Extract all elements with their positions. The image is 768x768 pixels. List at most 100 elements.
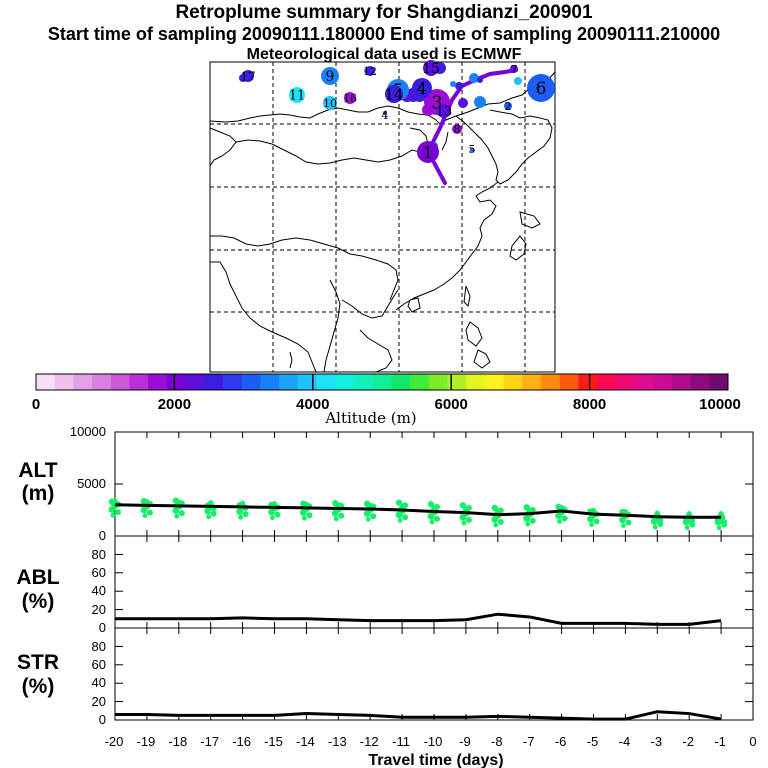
colorbar-cell [559, 374, 579, 390]
alt-cluster-point [115, 509, 121, 516]
alt-cluster-point [714, 518, 722, 526]
colorbar-cell [690, 374, 710, 390]
cluster-marker-dot [514, 77, 522, 85]
str-panel-frame [114, 627, 754, 721]
alt-cluster-point [236, 508, 244, 515]
abl-ytick-label: 0 [99, 620, 106, 635]
cluster-marker-12 [365, 66, 375, 76]
colorbar-tick-label: 10000 [699, 396, 741, 413]
str-label: STR [17, 651, 59, 674]
alt-cluster-point [238, 514, 244, 520]
abl-unit: (%) [22, 590, 55, 613]
colorbar-cell [597, 374, 617, 390]
x-tick-label: -10 [424, 734, 443, 749]
alt-cluster-point [268, 508, 275, 516]
alt-cluster-point [370, 513, 377, 520]
x-tick-label: 0 [749, 734, 756, 749]
alt-cluster-point [682, 518, 690, 526]
cluster-marker-dot [477, 77, 483, 83]
alt-cluster-point [402, 514, 409, 521]
x-tick-label: -5 [587, 734, 599, 749]
colorbar-cell [110, 374, 131, 390]
x-tick-label: -7 [523, 734, 535, 749]
alt-cluster-point [495, 508, 501, 514]
colorbar-cell [129, 374, 149, 390]
alt-cluster-point [587, 515, 594, 523]
cluster-marker-6 [527, 74, 555, 102]
cluster-marker-dot [470, 148, 474, 152]
cluster-label-5-extra: 5 [469, 143, 476, 156]
alt-cluster-point [497, 518, 504, 525]
colorbar-cell [185, 374, 205, 390]
colorbar-cell [391, 374, 411, 390]
str-ytick-label: 80 [92, 639, 106, 654]
alt-cluster-point [463, 506, 469, 512]
x-tick-label: -18 [168, 734, 187, 749]
cluster-label-9: 9 [326, 69, 335, 85]
x-tick-label: -12 [360, 734, 379, 749]
abl-line [115, 612, 722, 626]
alt-cluster-point [716, 525, 722, 531]
x-tick-labels: -20 -19 -18 -17 -16 -15 -14 -13 -12 -11 -10 -9 -8 -7-… [105, 734, 757, 749]
alt-cluster-point [622, 508, 629, 515]
x-tick-label: -14 [296, 734, 315, 749]
alt-cluster-point [491, 515, 499, 523]
alt-cluster-point [172, 507, 180, 514]
alt-cluster-point [338, 512, 345, 519]
panel-ticks [114, 431, 754, 721]
alt-cluster-point [689, 521, 696, 528]
colorbar-cell [410, 374, 430, 390]
cluster-label-10: 10 [323, 97, 337, 110]
alt-cluster-point [561, 515, 568, 522]
x-tick-label: -11 [392, 734, 410, 749]
alt-cluster-point [270, 515, 275, 521]
colorbar-cell [671, 374, 692, 390]
alt-cluster-point [399, 503, 405, 509]
alt-cluster-point [333, 516, 339, 522]
alt-cluster-point [178, 510, 185, 517]
colorbar-tick-label: 4000 [296, 396, 329, 413]
cluster-marker-8 [452, 124, 462, 134]
alt-cluster-point [427, 512, 435, 520]
colorbar-cell [615, 374, 635, 390]
cluster-marker-13 [437, 104, 451, 118]
alt-ytick-label: 5000 [77, 476, 106, 491]
alt-cluster-point [559, 504, 565, 510]
alt-cluster-point [242, 511, 249, 518]
colorbar-cell [335, 374, 355, 390]
alt-mean-line [114, 503, 722, 519]
alt-cluster-point [331, 509, 339, 517]
chart-title: Retroplume summary for Shangdianzi_20090… [175, 2, 593, 23]
cluster-label-1: 1 [423, 143, 433, 162]
cluster-label-13: 13 [436, 105, 453, 120]
abl-ytick-label: 80 [92, 547, 106, 562]
cluster-label-3: 3 [431, 92, 442, 113]
cluster-label-4-extra: 4 [382, 109, 389, 122]
cluster-marker-16 [344, 92, 356, 104]
str-ytick-label: 40 [92, 675, 106, 690]
time-series-panels: ALT (m) 10000 5000 0 ABL (%) 80 60 40 20… [16, 424, 756, 768]
alt-ytick-label: 0 [99, 528, 106, 543]
cluster-label-17: 17 [240, 69, 255, 83]
cluster-marker-10 [323, 96, 337, 110]
colorbar-tick-label: 2000 [158, 396, 191, 413]
x-tick-label: -2 [682, 734, 694, 749]
colorbar-cell [428, 374, 448, 390]
colorbar-frame [35, 373, 729, 391]
alt-cluster-point [684, 525, 690, 531]
x-tick-label: -20 [105, 734, 124, 749]
colorbar-cell [447, 374, 467, 390]
colorbar-tick-label: 6000 [435, 396, 468, 413]
colorbar-cell [92, 374, 112, 390]
cluster-markers: 123456789101112131415161754 [239, 60, 555, 163]
cluster-marker-7 [510, 65, 518, 73]
cluster-marker-4 [412, 78, 432, 98]
x-tick-label: -13 [328, 734, 347, 749]
alt-cluster-point [621, 523, 626, 528]
map-frame [209, 61, 556, 373]
colorbar-tick-label: 8000 [573, 396, 606, 413]
alt-cluster-point [303, 501, 309, 507]
alt-cluster-point [112, 498, 118, 504]
abl-panel-frame [114, 535, 754, 629]
